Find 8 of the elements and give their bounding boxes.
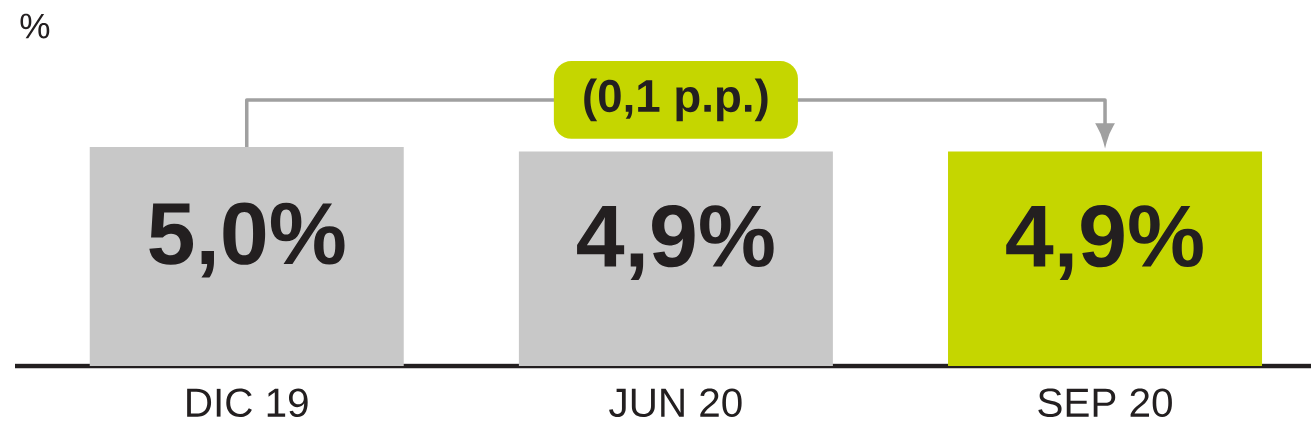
x-tick-label: JUN 20	[609, 388, 742, 418]
x-tick-label: SEP 20	[1038, 388, 1172, 418]
text: (0,1 p.p.)	[584, 78, 768, 122]
data-label: 5,0%	[149, 202, 345, 278]
y-axis-title: %	[20, 13, 50, 39]
data-label: 4,9%	[1006, 205, 1203, 281]
x-tick-label: DIC 19	[187, 388, 308, 418]
data-label: 4,9%	[577, 205, 774, 281]
